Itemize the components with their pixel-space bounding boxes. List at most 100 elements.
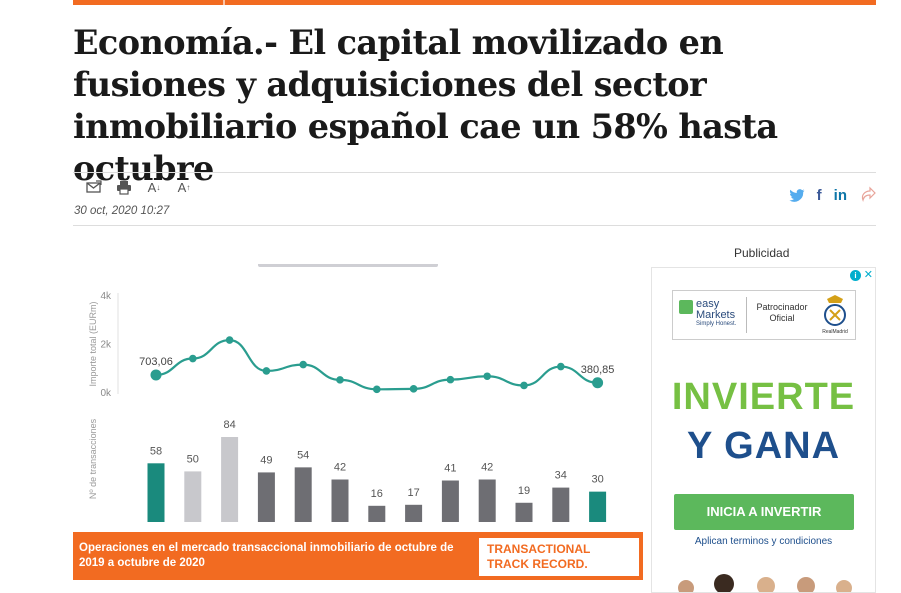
line-point: [189, 354, 197, 363]
line-point: [409, 385, 418, 393]
line-y-tick: 0k: [100, 388, 112, 399]
bar: [478, 479, 496, 522]
easymarkets-logo-icon: [679, 300, 693, 314]
accent-notch: [223, 0, 225, 5]
bar: [589, 491, 607, 522]
article-toolbar: A ↓ A ↑: [84, 176, 194, 198]
bar-y-axis-label: Nº de transacciones: [88, 418, 98, 499]
ad-headline-2: Y GANA: [686, 425, 841, 467]
sponsor-line-1: Patrocinador: [756, 302, 808, 312]
linkedin-share-button[interactable]: in: [834, 185, 847, 205]
line-point: [262, 367, 271, 375]
caption-text: Operaciones en el mercado transaccional …: [79, 542, 454, 569]
line-point: [150, 369, 162, 381]
top-accent-bar: [73, 0, 876, 5]
sponsor-brand-2: Markets: [696, 309, 736, 321]
bar: [184, 471, 202, 522]
players-photo: [678, 574, 852, 592]
bar: [221, 437, 239, 522]
ad-sponsor-box: easy Markets Simply Honest. Patrocinador O…: [672, 290, 856, 340]
sponsor-brand: easy Markets: [696, 299, 735, 321]
sponsor-separator: [746, 297, 747, 333]
ad-label: Publicidad: [734, 246, 790, 260]
line-y-tick: 2k: [100, 340, 112, 351]
bar: [257, 472, 275, 522]
bar-value-label: 19: [518, 485, 530, 497]
sponsor-slogan: Simply Honest.: [696, 321, 737, 327]
arrow-down-icon: ↓: [156, 182, 161, 192]
font-decrease-button[interactable]: A ↓: [144, 177, 164, 197]
bar: [294, 467, 312, 522]
bar-value-label: 42: [334, 462, 346, 474]
series-line: [155, 339, 598, 391]
email-share-button[interactable]: [84, 177, 104, 197]
chart-title-fragment: [258, 264, 438, 267]
article-figure: 4k 2k 0k Importe total (EURm) Nº de transa…: [73, 264, 643, 582]
line-point: [446, 375, 455, 384]
line-value-label: 380,85: [581, 364, 615, 376]
bar-value-label: 34: [555, 470, 567, 482]
arrow-up-icon: ↑: [186, 182, 191, 192]
font-increase-button[interactable]: A ↑: [174, 177, 194, 197]
bar: [405, 504, 423, 522]
bar-value-label: 49: [260, 454, 272, 466]
facebook-label: f: [816, 186, 822, 204]
advertisement[interactable]: i ✕ easy Markets Simply Honest. Patrocina…: [651, 267, 876, 593]
bar-value-label: 41: [444, 463, 456, 475]
bar: [441, 480, 459, 522]
twitter-share-button[interactable]: [789, 185, 805, 205]
bar: [515, 502, 533, 522]
bar-value-label: 50: [187, 453, 199, 465]
facebook-share-button[interactable]: f: [817, 185, 822, 205]
realmadrid-crest-icon: RealMadrid: [822, 295, 848, 335]
line-point: [520, 381, 528, 390]
line-value-label: 703,06: [139, 356, 173, 368]
bar: [552, 487, 570, 522]
bar-value-label: 54: [297, 449, 309, 461]
ad-cta-button[interactable]: INICIA A INVERTIR: [674, 494, 854, 530]
line-point: [373, 385, 381, 394]
bar-value-label: 17: [407, 487, 419, 499]
line-point: [483, 372, 492, 381]
printer-icon: [117, 180, 131, 195]
crest-text: RealMadrid: [822, 329, 848, 335]
bar-value-label: 42: [481, 462, 493, 474]
transactions-chart: 4k 2k 0k Importe total (EURm) Nº de transa…: [88, 264, 615, 560]
share-more-icon: [861, 186, 876, 202]
share-bar: f in: [789, 185, 877, 205]
divider-top: [73, 172, 876, 173]
bar-value-label: 16: [371, 488, 383, 500]
line-point: [557, 362, 565, 371]
font-decrease-label: A: [147, 179, 157, 195]
envelope-icon: [86, 180, 102, 193]
bar-value-label: 30: [591, 474, 603, 486]
bar: [147, 463, 165, 522]
ad-headline-1: INVIERTE: [671, 376, 856, 418]
line-point: [299, 360, 307, 369]
article-headline: Economía.- El capital movilizado en fusi…: [73, 23, 778, 188]
bar: [368, 505, 386, 522]
print-button[interactable]: [114, 177, 134, 197]
sponsor-line-2: Oficial: [769, 313, 795, 323]
ad-info-icon[interactable]: i: [850, 270, 861, 281]
line-y-tick: 4k: [100, 291, 112, 302]
twitter-icon: [789, 188, 805, 202]
bar-value-label: 84: [223, 419, 235, 431]
more-share-button[interactable]: [859, 185, 877, 205]
bar-value-label: 58: [150, 445, 162, 457]
line-y-axis-label: Importe total (EURm): [88, 301, 98, 386]
line-point: [336, 376, 344, 384]
bar: [331, 479, 349, 522]
linkedin-label: in: [833, 186, 847, 204]
article-dateline: 30 oct, 2020 10:27: [74, 205, 170, 217]
figure-caption: Operaciones en el mercado transaccional …: [73, 532, 643, 580]
sponsor-text: Patrocinador Oficial: [751, 302, 813, 324]
line-point: [592, 377, 604, 389]
line-point: [225, 336, 234, 344]
ad-close-icon[interactable]: ✕: [863, 269, 873, 281]
sponsor-brand-1: easy: [696, 298, 720, 310]
divider-bottom: [73, 225, 876, 226]
font-increase-label: A: [177, 179, 187, 195]
caption-brand: TRANSACTIONAL TRACK RECORD.: [479, 538, 639, 576]
ad-terms-link[interactable]: Aplican terminos y condiciones: [694, 536, 833, 547]
